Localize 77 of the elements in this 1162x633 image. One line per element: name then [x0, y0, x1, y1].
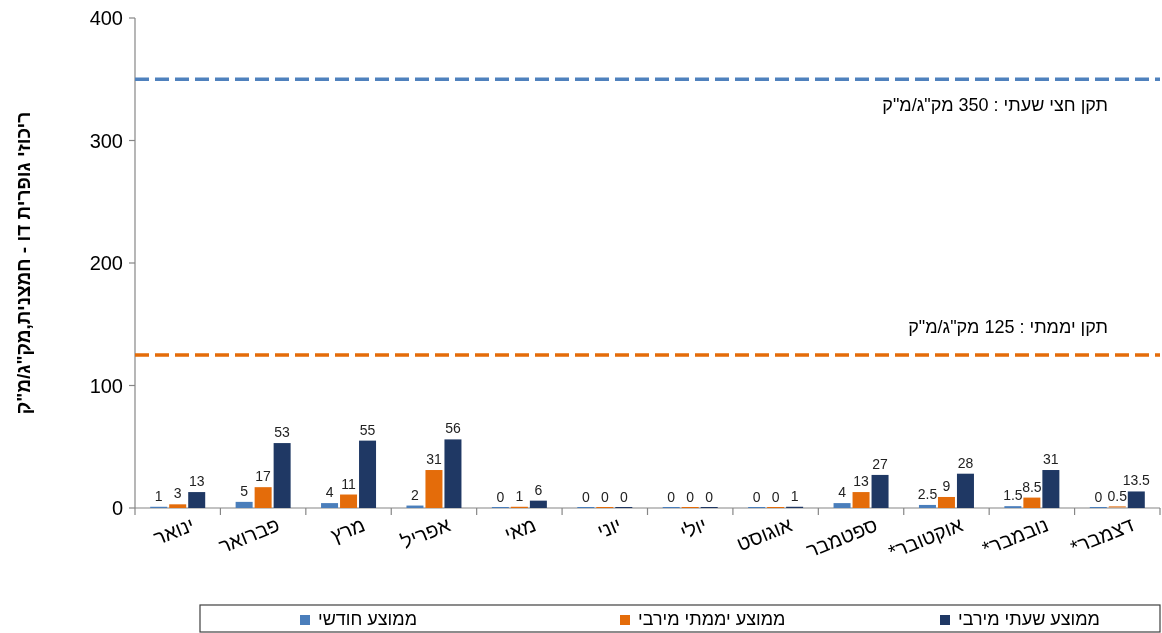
x-tick-label: פברואר	[215, 513, 283, 558]
bar	[1023, 497, 1041, 508]
bar	[340, 494, 358, 508]
y-tick-label: 400	[89, 7, 123, 29]
data-label: 31	[1043, 451, 1059, 468]
bar	[871, 474, 889, 508]
data-label: 27	[872, 455, 889, 472]
data-label: 13.5	[1122, 472, 1151, 489]
data-label: 13	[853, 473, 870, 490]
data-label: 0	[619, 489, 628, 505]
y-tick-label: 0	[111, 497, 123, 519]
legend-label: ממוצע חודשי	[318, 609, 418, 629]
ref-line-label: תקן יממתי : 125 מק"ג/מ"ק	[908, 316, 1108, 337]
data-label: 31	[426, 451, 442, 468]
data-label: 2	[411, 486, 420, 503]
data-label: 0	[496, 489, 505, 505]
data-label: 2.5	[917, 485, 938, 502]
data-label: 28	[957, 454, 974, 471]
data-label: 6	[534, 481, 543, 498]
data-label: 4	[838, 484, 847, 501]
x-tick-label: מרץ	[327, 513, 369, 547]
bar	[1127, 491, 1145, 508]
data-label: 0	[1094, 489, 1103, 505]
data-label: 0.5	[1107, 488, 1128, 505]
y-tick-label: 200	[89, 252, 123, 274]
data-label: 0	[581, 489, 590, 505]
bar	[956, 473, 974, 508]
x-tick-label: אוקטובר*	[885, 513, 967, 564]
bar	[937, 496, 955, 508]
bar	[359, 440, 377, 508]
x-tick-label: יולי	[677, 513, 710, 544]
data-label: 4	[325, 484, 334, 501]
bar	[833, 503, 851, 508]
data-label: 5	[240, 482, 249, 499]
data-label: 0	[686, 489, 695, 505]
y-axis-title: ריכוזי גופרית דו - חמצנית,מק"ג/מ"ק	[13, 111, 34, 415]
data-label: 13	[188, 473, 205, 490]
data-label: 56	[445, 420, 461, 437]
y-tick-label: 100	[89, 374, 123, 397]
bar	[529, 500, 547, 508]
data-label: 8.5	[1022, 478, 1042, 495]
bar	[425, 470, 443, 508]
bar	[273, 443, 291, 508]
x-tick-label: דצמבר*	[1067, 513, 1137, 559]
x-tick-label: מאי	[501, 513, 539, 546]
bar	[852, 492, 870, 508]
data-label: 0	[705, 489, 714, 505]
data-label: 17	[255, 468, 272, 485]
bar	[321, 503, 339, 508]
bar	[918, 504, 936, 508]
data-label: 1.5	[1003, 487, 1023, 504]
data-label: 1	[515, 487, 524, 504]
data-label: 3	[173, 485, 182, 502]
bar	[235, 501, 253, 508]
data-label: 0	[752, 489, 761, 505]
data-label: 0	[600, 489, 609, 505]
data-label: 11	[341, 475, 357, 492]
bar	[1042, 470, 1060, 508]
data-label: 55	[359, 421, 376, 438]
bar	[254, 487, 272, 508]
data-label: 1	[790, 487, 799, 504]
data-label: 0	[667, 489, 676, 505]
data-label: 53	[274, 424, 291, 441]
ref-line-label: תקן חצי שעתי : 350 מק"ג/מ"ק	[882, 95, 1108, 116]
data-label: 9	[942, 477, 951, 494]
bar	[169, 504, 187, 508]
bar	[188, 492, 206, 508]
x-tick-label: אוגוסט	[733, 513, 796, 556]
bar	[444, 439, 462, 508]
x-tick-label: נובמבר*	[979, 513, 1052, 560]
x-tick-label: ינואר	[150, 513, 198, 550]
data-label: 0	[771, 489, 780, 505]
data-label: 1	[154, 487, 163, 504]
x-tick-label: יוני	[594, 513, 625, 543]
x-tick-label: ספטמבר	[803, 513, 881, 562]
y-tick-label: 300	[89, 129, 123, 152]
x-tick-label: אפריל	[397, 513, 454, 553]
